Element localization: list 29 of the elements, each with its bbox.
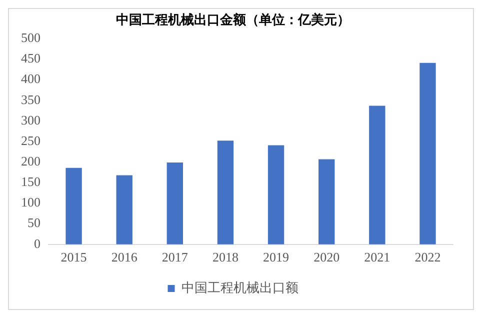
legend-label: 中国工程机械出口额	[181, 280, 298, 295]
x-tick-label: 2015	[60, 250, 87, 265]
bar	[217, 140, 234, 244]
y-tick-label: 300	[21, 112, 40, 128]
y-tick-label: 250	[21, 132, 40, 148]
y-tick-label: 450	[21, 50, 40, 66]
bar	[268, 145, 284, 244]
bar	[420, 62, 436, 244]
y-tick-label: 0	[34, 236, 40, 251]
y-tick-label: 400	[21, 71, 40, 86]
y-tick-label: 50	[28, 215, 40, 230]
y-tick-label: 150	[21, 174, 40, 190]
bar	[66, 168, 82, 244]
bar	[166, 162, 183, 244]
y-tick-label: 100	[21, 194, 40, 210]
x-tick-label: 2016	[111, 250, 138, 265]
x-tick-label: 2018	[212, 250, 238, 265]
x-tick-label: 2017	[162, 250, 188, 265]
bar	[318, 159, 335, 244]
chart-title: 中国工程机械出口金额（单位：亿美元）	[116, 12, 350, 28]
bar	[369, 106, 386, 244]
y-tick-label: 200	[21, 154, 40, 168]
x-tick-label: 2022	[414, 250, 441, 265]
bar	[116, 175, 132, 244]
x-tick-label: 2020	[314, 250, 340, 265]
y-tick-label: 500	[21, 30, 40, 46]
x-tick-label: 2019	[263, 250, 290, 265]
x-tick-label: 2021	[364, 250, 390, 265]
y-tick-label: 350	[21, 92, 40, 107]
